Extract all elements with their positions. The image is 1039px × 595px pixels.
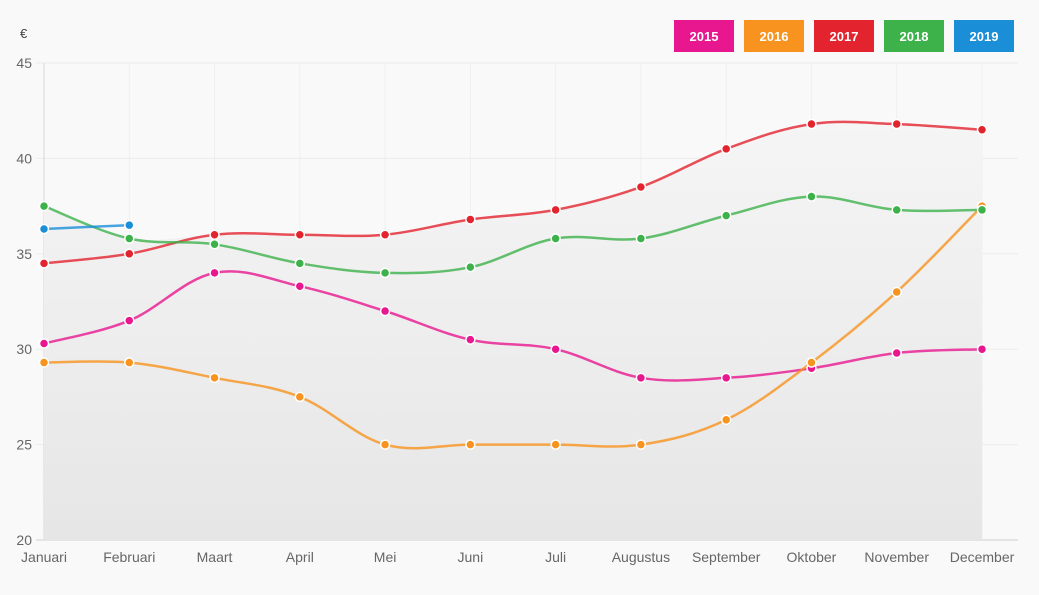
data-point-2016[interactable]: [550, 439, 561, 450]
data-point-2017[interactable]: [550, 204, 561, 216]
x-tick-label: Juli: [545, 549, 566, 565]
data-point-2017[interactable]: [720, 143, 732, 155]
data-point-2017[interactable]: [976, 124, 988, 136]
data-point-2016[interactable]: [209, 372, 220, 384]
data-point-2016[interactable]: [124, 357, 135, 368]
data-point-2017[interactable]: [806, 118, 817, 130]
legend: 2015 2016 2017 2018 2019: [674, 20, 1014, 52]
data-point-2017[interactable]: [209, 229, 220, 240]
data-point-2016[interactable]: [806, 357, 817, 368]
x-tick-label: September: [692, 549, 761, 565]
data-point-2015[interactable]: [550, 343, 561, 355]
x-tick-label: Oktober: [787, 549, 837, 565]
x-tick-label: Maart: [197, 549, 233, 565]
data-point-2017[interactable]: [294, 229, 306, 240]
legend-item-2018[interactable]: 2018: [884, 20, 944, 52]
data-point-2015[interactable]: [209, 267, 220, 279]
y-tick-label: 40: [16, 150, 32, 166]
data-point-2018[interactable]: [124, 233, 135, 244]
data-point-2015[interactable]: [38, 338, 50, 349]
data-point-2015[interactable]: [379, 305, 391, 317]
area-fill: [44, 121, 982, 541]
x-tick-label: December: [950, 549, 1015, 565]
data-point-2015[interactable]: [635, 372, 647, 384]
data-point-2017[interactable]: [124, 248, 135, 260]
data-point-2016[interactable]: [720, 414, 732, 426]
x-tick-label: Februari: [103, 549, 155, 565]
data-point-2015[interactable]: [124, 315, 135, 326]
data-point-2015[interactable]: [720, 372, 732, 384]
y-tick-label: 45: [16, 55, 32, 71]
x-tick-label: April: [286, 549, 314, 565]
x-tick-label: Mei: [374, 549, 397, 565]
y-axis-label: €: [20, 26, 28, 41]
data-point-2018[interactable]: [209, 239, 220, 250]
legend-item-2019[interactable]: 2019: [954, 20, 1014, 52]
data-point-2018[interactable]: [806, 191, 817, 202]
series-line-2018[interactable]: [42, 195, 984, 275]
data-point-2016[interactable]: [465, 439, 476, 450]
y-tick-label: 35: [16, 246, 32, 262]
data-point-2018[interactable]: [379, 267, 391, 279]
data-point-2015[interactable]: [891, 347, 902, 359]
data-point-2018[interactable]: [294, 258, 306, 269]
data-point-2018[interactable]: [38, 200, 50, 212]
data-point-2017[interactable]: [635, 181, 647, 193]
y-tick-label: 20: [16, 532, 32, 548]
data-point-2018[interactable]: [550, 233, 561, 244]
x-tick-label: Januari: [21, 549, 67, 565]
series-line-2017[interactable]: [42, 120, 984, 265]
data-point-2017[interactable]: [891, 118, 902, 130]
y-tick-label: 30: [16, 341, 32, 357]
area-fill-shape: [44, 121, 982, 541]
x-tick-label: November: [864, 549, 929, 565]
axes: 20 25 30 35 40 45 Januari Februari Maart April Mei…: [16, 55, 1014, 565]
data-point-2018[interactable]: [720, 210, 732, 221]
data-point-2016[interactable]: [38, 357, 50, 368]
data-point-2015[interactable]: [976, 343, 988, 355]
y-tick-label: 25: [16, 437, 32, 453]
data-point-2017[interactable]: [465, 214, 476, 225]
legend-item-2015[interactable]: 2015: [674, 20, 734, 52]
data-point-2016[interactable]: [294, 391, 306, 403]
series-points: [38, 118, 988, 450]
data-point-2019[interactable]: [38, 223, 50, 235]
data-point-2015[interactable]: [465, 334, 476, 345]
data-point-2016[interactable]: [891, 286, 902, 298]
legend-item-2016[interactable]: 2016: [744, 20, 804, 52]
data-point-2018[interactable]: [976, 204, 988, 216]
legend-item-2017[interactable]: 2017: [814, 20, 874, 52]
data-point-2017[interactable]: [379, 229, 391, 240]
data-point-2019[interactable]: [124, 219, 135, 231]
data-point-2017[interactable]: [38, 258, 50, 269]
series-line-2015[interactable]: [42, 270, 984, 382]
x-tick-label: Juni: [458, 549, 484, 565]
data-point-2016[interactable]: [635, 439, 647, 450]
data-point-2015[interactable]: [294, 280, 306, 292]
data-point-2018[interactable]: [635, 233, 647, 244]
data-point-2018[interactable]: [465, 261, 476, 273]
x-tick-label: Augustus: [612, 549, 670, 565]
data-point-2018[interactable]: [891, 204, 902, 216]
data-point-2016[interactable]: [379, 439, 391, 450]
series-line-2019[interactable]: [42, 223, 131, 231]
